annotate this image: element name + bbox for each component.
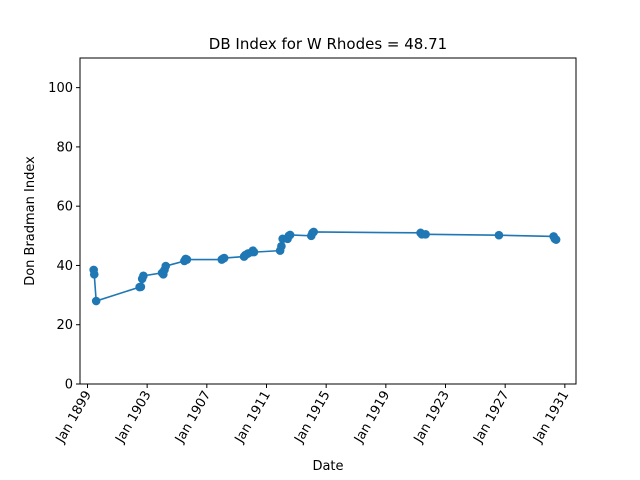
- data-point: [421, 230, 430, 239]
- y-axis-label: Don Bradman Index: [23, 156, 38, 286]
- data-point: [136, 282, 146, 292]
- x-axis-label: Date: [312, 459, 343, 474]
- data-point: [249, 247, 259, 257]
- data-point: [91, 296, 101, 306]
- data-point: [277, 241, 286, 251]
- data-point: [551, 235, 561, 244]
- data-point: [219, 253, 229, 263]
- y-axis: 0 20 40 60 80 100: [48, 81, 80, 393]
- data-point: [309, 227, 318, 237]
- chart-title: DB Index for W Rhodes = 48.71: [209, 35, 447, 53]
- plot-frame: [79, 57, 577, 385]
- data-point: [89, 270, 99, 279]
- data-point: [161, 261, 171, 271]
- data-point: [139, 271, 148, 281]
- y-tick-label: 40: [56, 259, 73, 274]
- y-tick-label: 60: [56, 200, 73, 215]
- plot-area: [89, 227, 561, 306]
- y-tick-label: 80: [56, 140, 73, 155]
- data-point: [494, 230, 504, 240]
- y-tick-label: 20: [56, 318, 73, 333]
- data-point: [182, 255, 192, 264]
- y-tick-label: 0: [65, 378, 73, 393]
- y-tick-label: 100: [48, 81, 73, 96]
- data-point: [285, 230, 295, 240]
